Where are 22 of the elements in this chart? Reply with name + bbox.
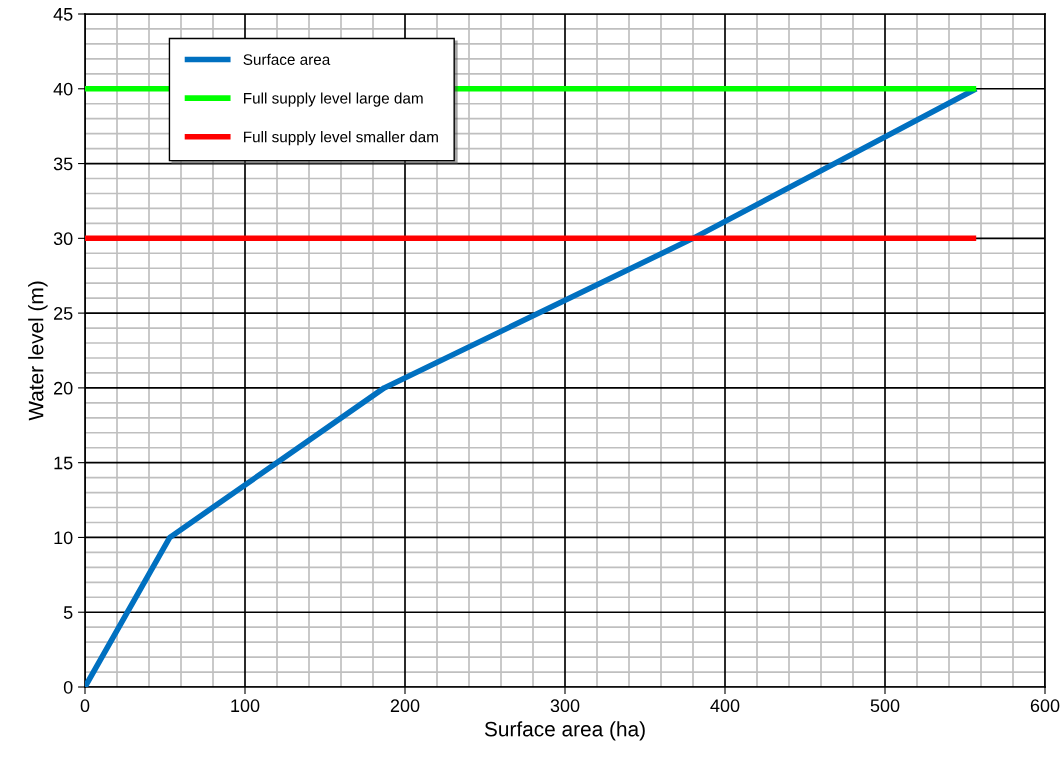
x-tick-label: 400 — [710, 699, 740, 713]
x-tick-label: 300 — [550, 699, 580, 713]
y-tick-label: 45 — [53, 8, 73, 21]
y-tick-label: 35 — [53, 157, 73, 171]
y-tick-label: 25 — [54, 307, 73, 320]
legend-label: Full supply level smaller dam — [244, 131, 438, 146]
x-tick-label: 200 — [390, 699, 420, 713]
y-tick-label: 30 — [53, 232, 73, 246]
x-axis-title: Surface area (ha) — [484, 721, 645, 741]
y-tick-label: 5 — [63, 606, 73, 619]
y-tick-label: 20 — [54, 381, 73, 395]
x-tick-label: 500 — [870, 699, 900, 713]
y-tick-label: 40 — [53, 82, 73, 96]
y-axis-title: Water level (m) — [28, 281, 48, 421]
x-tick-label: 100 — [231, 699, 260, 713]
legend-label: Surface area — [243, 53, 331, 65]
legend-label: Full supply level large dam — [244, 92, 423, 107]
y-tick-label: 10 — [54, 531, 73, 545]
y-tick-label: 0 — [63, 680, 73, 694]
x-tick-label: 0 — [80, 699, 90, 713]
y-tick-label: 15 — [54, 456, 73, 470]
x-tick-label: 600 — [1030, 699, 1060, 713]
